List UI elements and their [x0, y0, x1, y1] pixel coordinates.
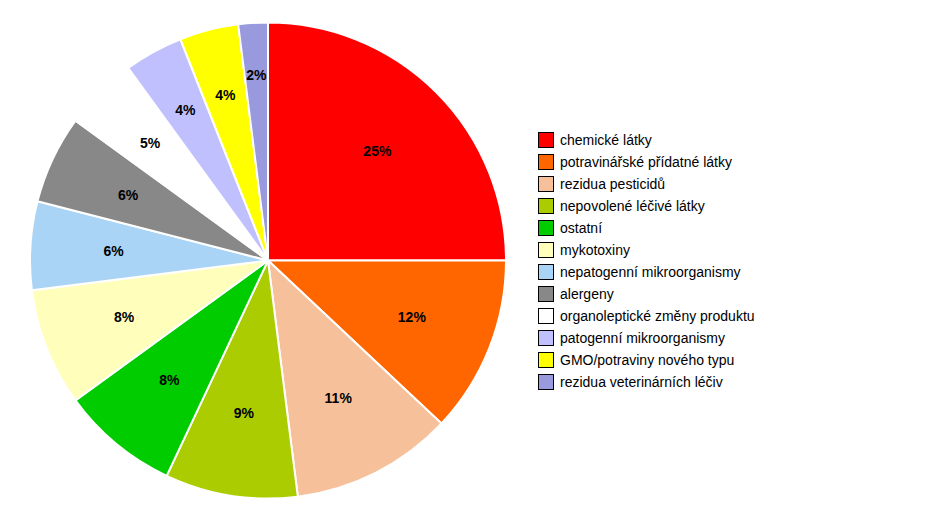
svg-text:8%: 8%: [114, 309, 135, 325]
svg-text:5%: 5%: [140, 135, 161, 151]
html-text:alergeny: alergeny: [560, 285, 614, 302]
html-text:nepatogenní mikroorganismy: nepatogenní mikroorganismy: [560, 263, 741, 280]
html-text:potravinářské přídatné látky: potravinářské přídatné látky: [560, 153, 732, 170]
html-text:rezidua pesticidů: rezidua pesticidů: [560, 175, 666, 192]
html-text:chemické látky: chemické látky: [560, 131, 652, 148]
svg-text:2%: 2%: [246, 67, 267, 83]
html-text:patogenní mikroorganismy: patogenní mikroorganismy: [560, 329, 725, 346]
html-text:nepovolené léčivé látky: nepovolené léčivé látky: [560, 197, 705, 214]
svg-text:4%: 4%: [175, 102, 196, 118]
svg-text:9%: 9%: [234, 405, 255, 421]
svg-text:25%: 25%: [363, 143, 392, 159]
svg-text:8%: 8%: [159, 372, 180, 388]
svg-text:12%: 12%: [398, 309, 427, 325]
html-text:rezidua veterinárních léčiv: rezidua veterinárních léčiv: [560, 373, 723, 390]
svg-text:6%: 6%: [118, 187, 139, 203]
svg-text:4%: 4%: [215, 87, 236, 103]
html-text:GMO/potraviny nového typu: GMO/potraviny nového typu: [560, 351, 735, 368]
svg-text:6%: 6%: [103, 243, 124, 259]
html-text:mykotoxiny: mykotoxiny: [560, 241, 630, 258]
html-text:ostatní: ostatní: [560, 219, 602, 236]
svg-text:11%: 11%: [325, 390, 353, 406]
html-text:organoleptické změny produktu: organoleptické změny produktu: [560, 307, 755, 324]
